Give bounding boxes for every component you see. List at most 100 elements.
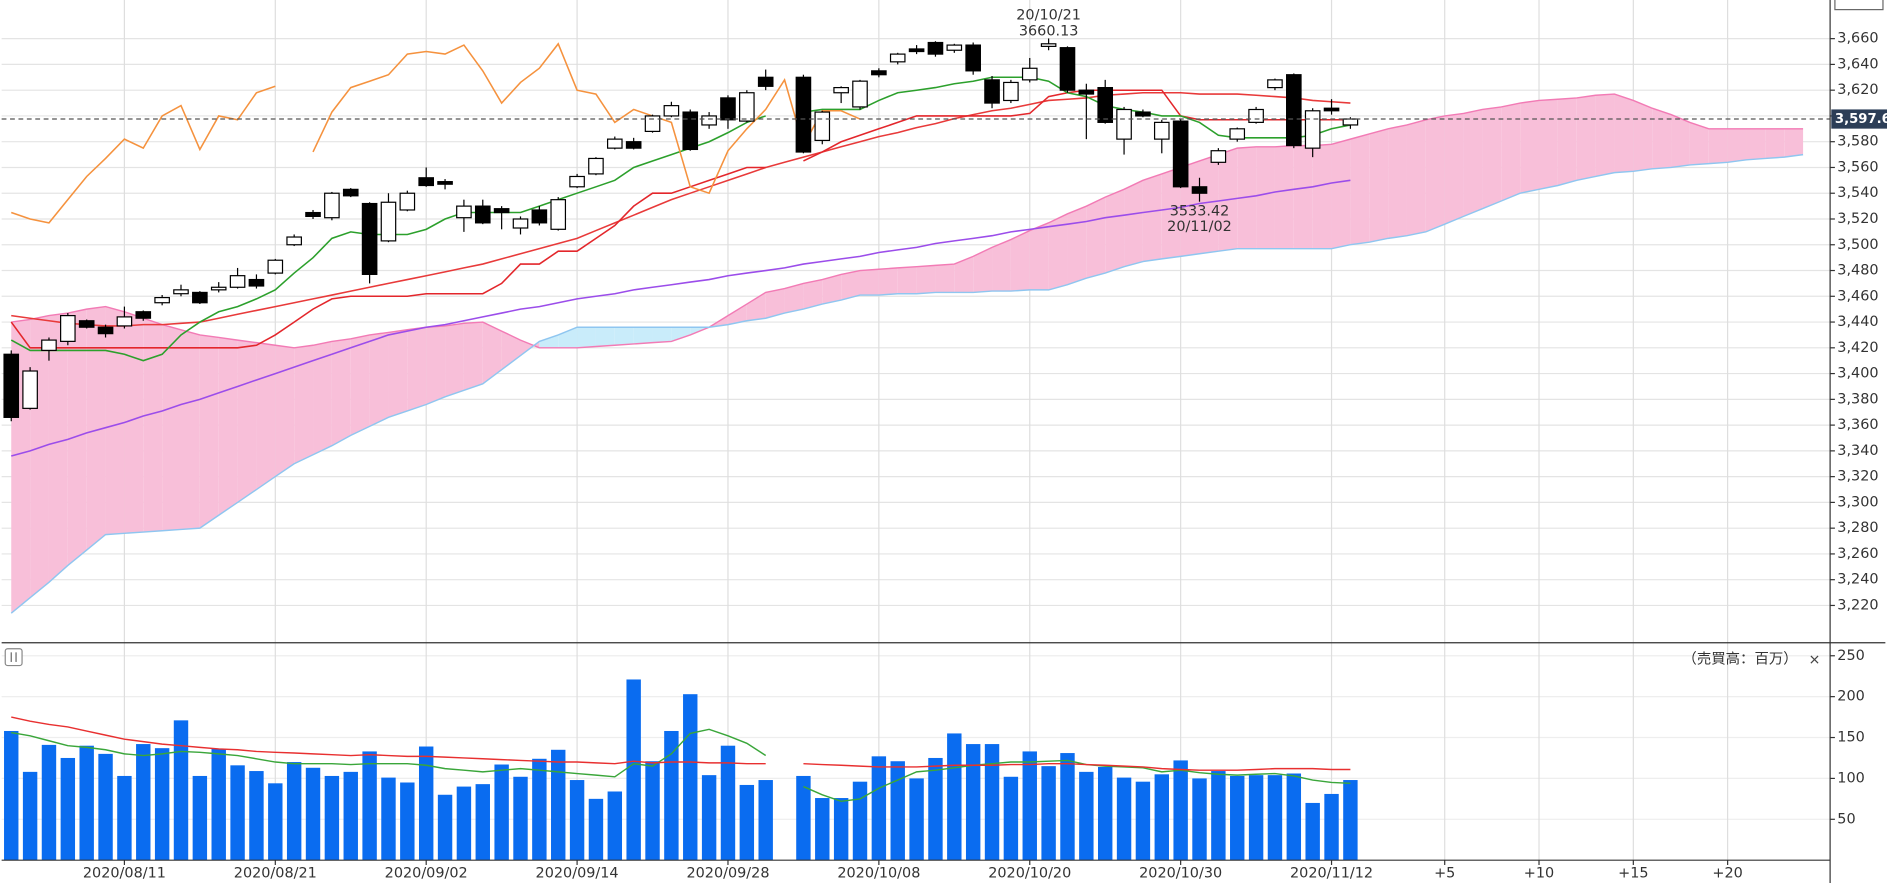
close-icon[interactable] (1810, 655, 1819, 664)
cloud (652, 327, 672, 343)
volume-bar (1248, 775, 1264, 861)
y-tick-label: 3,340 (1837, 443, 1878, 459)
volume-bar (551, 749, 566, 861)
y-tick-label: 3,560 (1837, 159, 1878, 175)
x-tick-label: +10 (1524, 865, 1554, 881)
x-tick-label: 2020/08/11 (83, 865, 166, 881)
x-tick-label: 2020/09/14 (536, 865, 619, 881)
cloud (727, 304, 747, 325)
cloud (1746, 128, 1766, 160)
volume-bar (437, 794, 453, 861)
volume-bar (588, 798, 604, 861)
volume-bar (1192, 778, 1207, 861)
cloud (1708, 128, 1728, 164)
cloud (860, 269, 879, 295)
candle-body (852, 80, 868, 108)
candle-body (1040, 43, 1057, 47)
cloud (1067, 206, 1087, 285)
annotation-date: 20/10/21 (1016, 8, 1081, 24)
candle-body (795, 76, 812, 153)
candle-body (286, 236, 302, 246)
cloud (331, 338, 351, 446)
cloud (878, 267, 898, 295)
volume-bar (1022, 751, 1037, 861)
volume-bar (475, 784, 490, 861)
candle-body (3, 353, 20, 418)
cloud (388, 329, 408, 418)
cloud (256, 342, 276, 490)
candle-body (1078, 89, 1095, 95)
volume-bar (22, 771, 38, 861)
candle-body (531, 209, 548, 224)
cloud (1274, 145, 1294, 249)
candle-body (1021, 67, 1038, 81)
y-tick-label: 3,380 (1837, 391, 1878, 407)
volume-bar (607, 791, 623, 861)
cloud (1765, 128, 1785, 159)
candle-body (663, 105, 680, 117)
volume-bar (852, 781, 868, 861)
volume-bar (324, 775, 340, 861)
volume-bar (400, 782, 415, 861)
candle-body (229, 275, 246, 288)
x-tick-label: 2020/08/21 (234, 865, 317, 881)
volume-bar (871, 756, 887, 861)
candle-body (1116, 108, 1132, 140)
candle-body (1153, 121, 1170, 140)
y-tick-label: 3,540 (1837, 185, 1878, 201)
cloud (841, 270, 861, 301)
candle-body (1059, 47, 1076, 91)
cloud (407, 327, 427, 411)
panel-handle[interactable] (4, 648, 23, 667)
cloud (275, 345, 295, 477)
scale-toggle[interactable] (1834, 0, 1884, 11)
y-tick-label: 3,420 (1837, 340, 1878, 356)
candle-body (1003, 81, 1019, 102)
y-tick-label: 3,500 (1837, 237, 1878, 253)
close-button[interactable] (1810, 655, 1819, 664)
candle-body (720, 97, 736, 121)
cloud (426, 325, 446, 405)
cloud (1671, 114, 1690, 168)
volume-bar (211, 748, 226, 861)
volume-bar (1230, 775, 1245, 861)
volume-bar (249, 771, 264, 861)
candle-body (41, 339, 57, 351)
volume-bar (947, 733, 962, 861)
cloud (143, 318, 163, 533)
cloud (180, 329, 200, 530)
candle-body (418, 177, 435, 187)
y-tick-label: 3,520 (1837, 211, 1878, 227)
volume-bar (1116, 777, 1132, 861)
volume-bar (815, 798, 830, 861)
volume-average-line (11, 716, 1351, 771)
y-tick-label: 3,640 (1837, 56, 1878, 72)
x-tick-label: 2020/11/12 (1290, 865, 1373, 881)
candle-body (927, 41, 944, 55)
candle-body (1191, 186, 1208, 194)
cloud (1557, 97, 1577, 186)
candle-body (210, 286, 227, 291)
cloud (1444, 113, 1464, 225)
candle-body (22, 370, 38, 409)
cloud (1199, 154, 1219, 254)
cloud (313, 341, 332, 455)
cloud (577, 327, 596, 348)
candle-body (625, 141, 642, 149)
cloud (1161, 167, 1181, 259)
volume-bar (701, 775, 717, 861)
candle-body (493, 208, 510, 214)
cloud (1425, 115, 1445, 232)
cloud (218, 337, 238, 516)
cloud (595, 327, 615, 347)
cloud (803, 279, 823, 310)
volume-bar (343, 771, 358, 861)
cloud (558, 327, 578, 348)
y-tick-label: 3,360 (1837, 417, 1878, 433)
candle-body (1342, 118, 1359, 126)
volume-bar (569, 780, 585, 861)
candle-body (871, 70, 887, 76)
x-tick-label: 2020/10/08 (837, 865, 920, 881)
cloud (1256, 146, 1275, 249)
volume-bar (456, 786, 472, 861)
